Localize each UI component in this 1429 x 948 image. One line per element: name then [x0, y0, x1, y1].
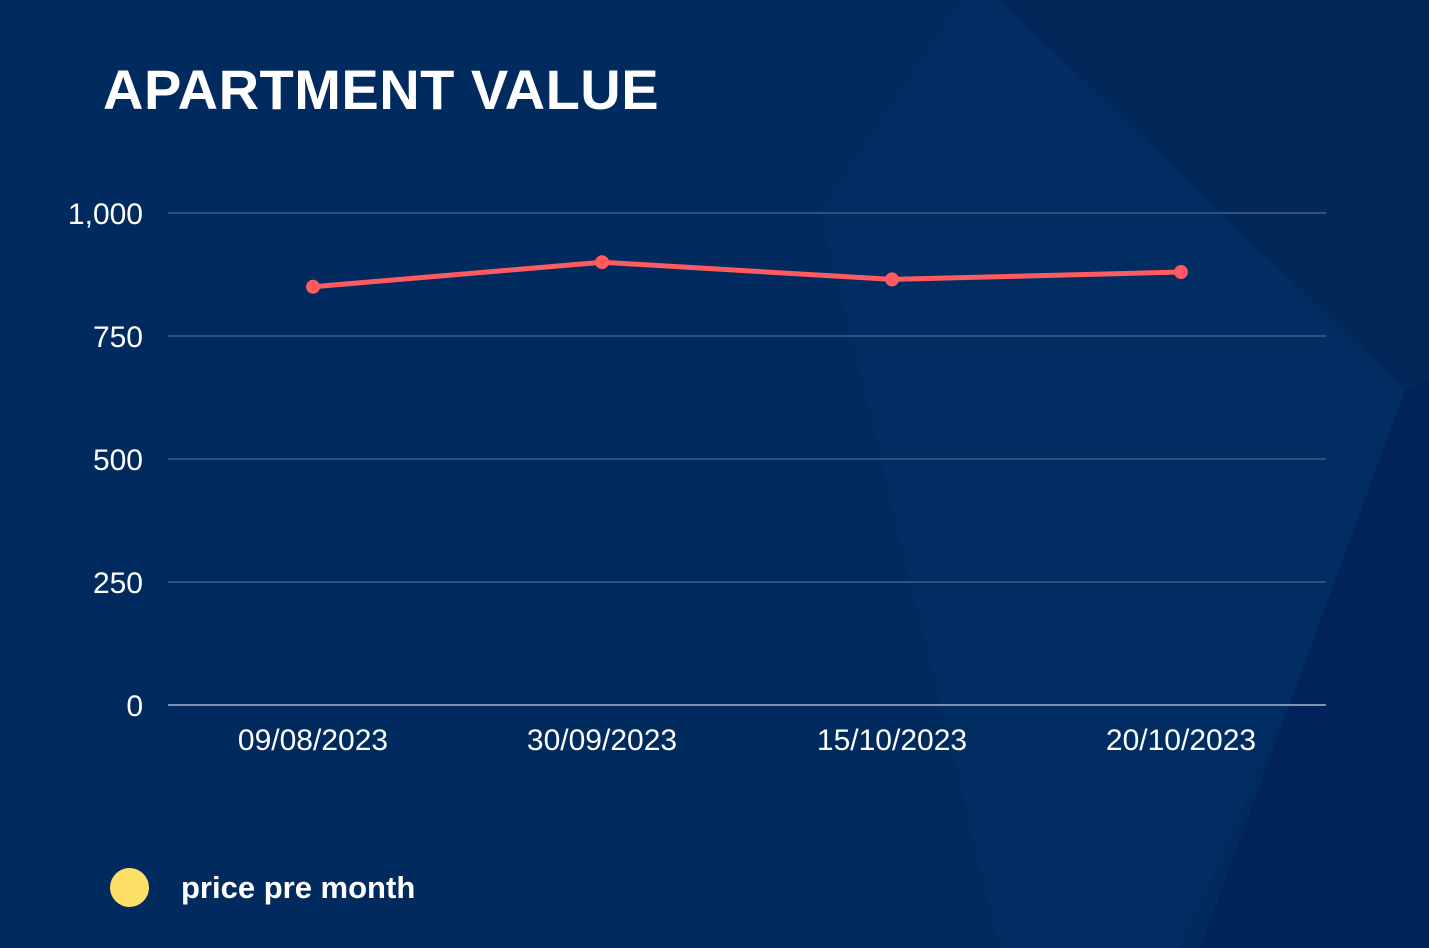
x-tick-label: 20/10/2023	[1106, 724, 1256, 757]
x-tick-label: 15/10/2023	[817, 724, 967, 757]
x-tick-label: 09/08/2023	[238, 724, 388, 757]
data-point[interactable]	[595, 255, 609, 270]
y-tick-label: 750	[93, 321, 143, 354]
data-point[interactable]	[306, 279, 320, 294]
y-tick-label: 1,000	[68, 198, 143, 231]
series	[306, 255, 1188, 294]
x-tick-label: 30/09/2023	[527, 724, 677, 757]
y-axis: 0 250 500 750 1,000	[68, 198, 143, 723]
y-tick-label: 250	[93, 567, 143, 600]
legend: price pre month	[110, 868, 415, 907]
legend-swatch	[110, 868, 149, 907]
x-axis: 09/08/2023 30/09/2023 15/10/2023 20/10/2023	[238, 724, 1256, 757]
gridlines	[168, 212, 1326, 706]
y-tick-label: 0	[126, 690, 143, 723]
chart-title: APARTMENT VALUE	[103, 58, 660, 121]
data-point[interactable]	[885, 272, 899, 287]
y-tick-label: 500	[93, 444, 143, 477]
legend-label: price pre month	[181, 869, 416, 905]
series-line	[310, 259, 1184, 290]
data-point[interactable]	[1174, 265, 1188, 280]
